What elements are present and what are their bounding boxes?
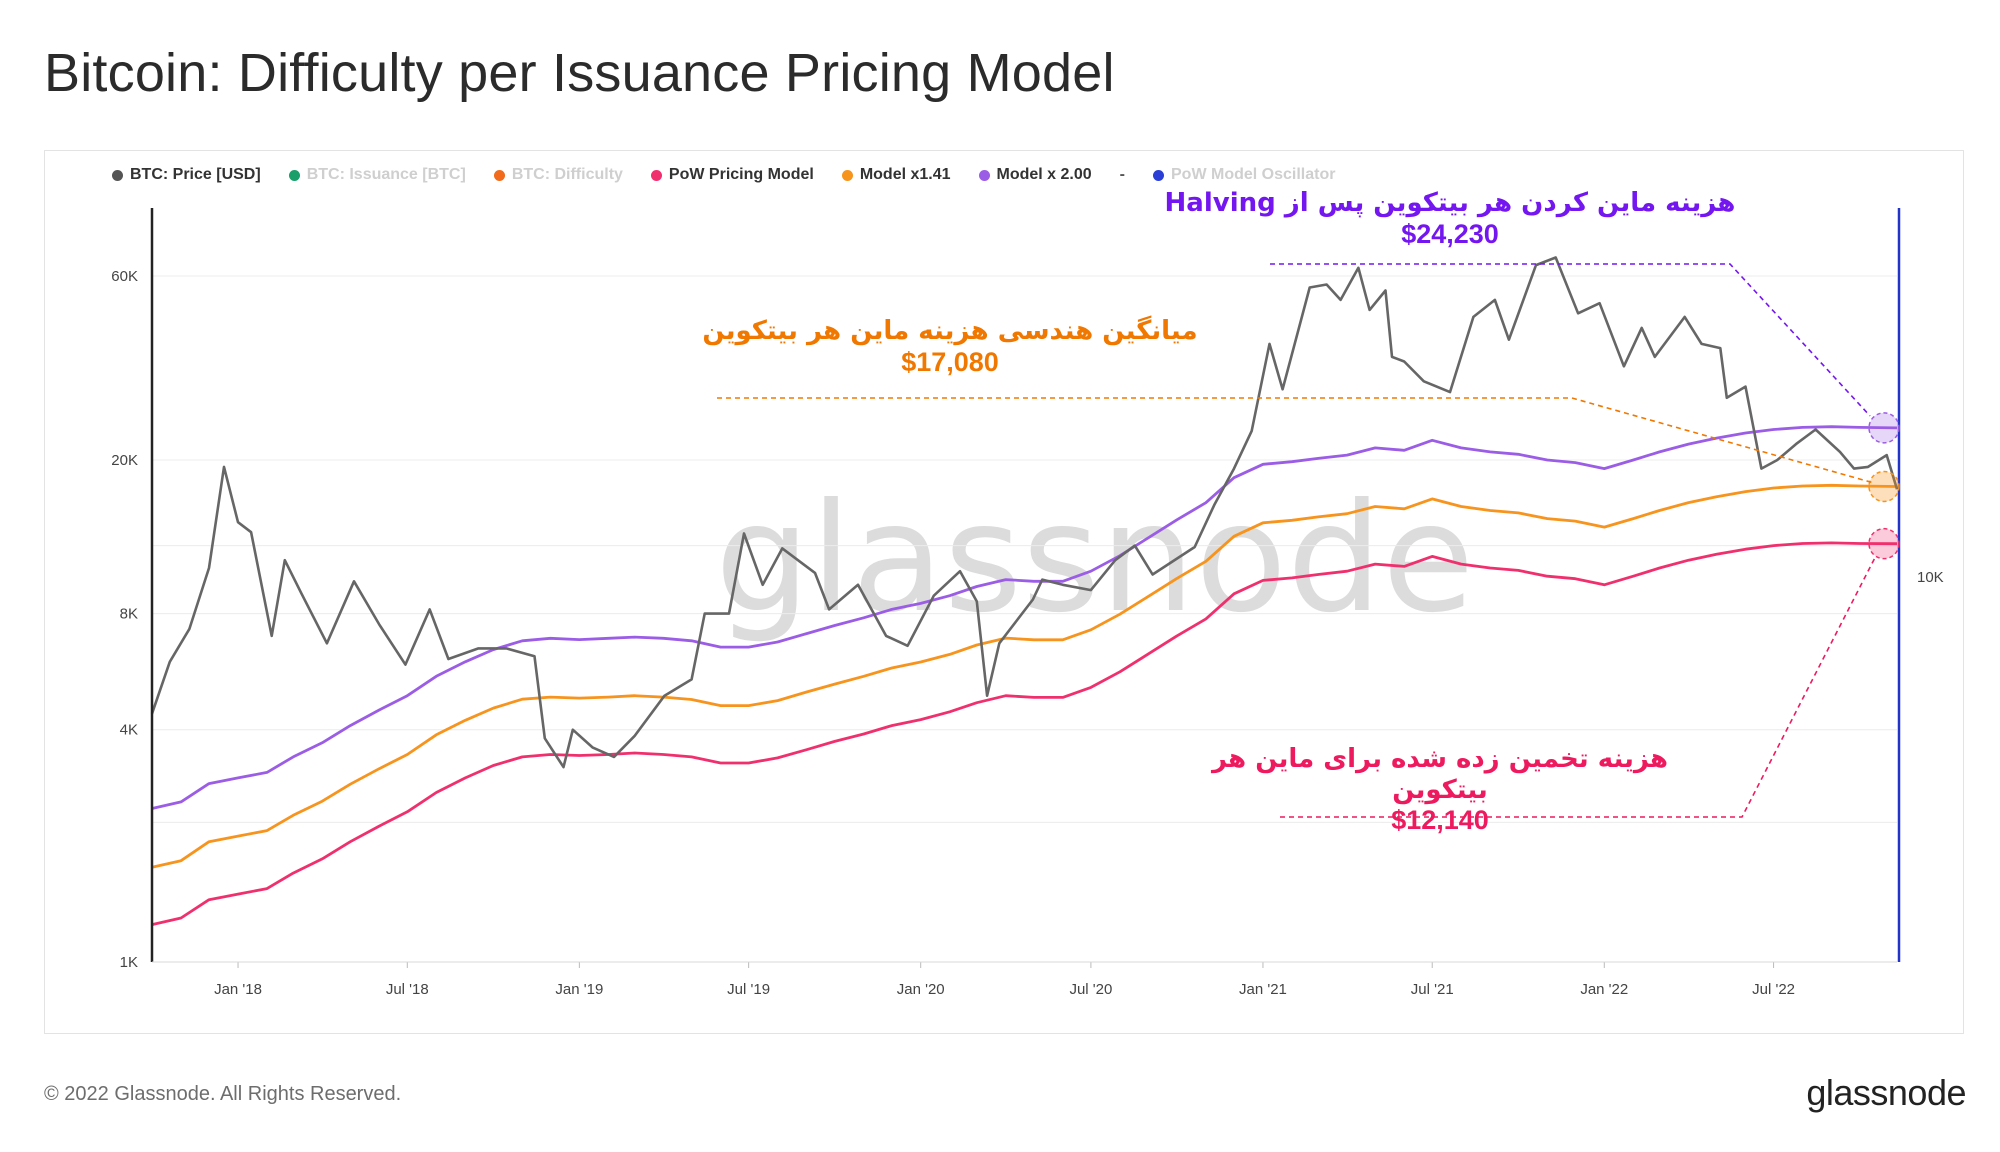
x-tick-label: Jul '19 xyxy=(727,981,770,998)
legend-dot-icon xyxy=(288,169,300,181)
x-tick-label: Jul '22 xyxy=(1752,981,1795,998)
series-line-pow-pricing-model xyxy=(151,541,1898,926)
footer-copyright: © 2022 Glassnode. All Rights Reserved. xyxy=(44,1083,402,1105)
legend-item-difficulty[interactable]: BTC: Difficulty xyxy=(493,166,623,184)
legend-item-issuance[interactable]: BTC: Issuance [BTC] xyxy=(288,166,466,184)
axes: 1K 4K 8K 20K 60K Jan '18 Jul '18 Jan '19 Jul '19… xyxy=(111,208,1944,998)
annotation-geomean-cost: میانگین هندسی هزینه ماین هر بیتکوین $17,… xyxy=(640,316,1260,379)
legend-item-model-141[interactable]: Model x1.41 xyxy=(841,166,951,184)
y-tick-label: 20K xyxy=(111,452,138,469)
chart-legend: BTC: Price [USD] BTC: Issuance [BTC] BTC… xyxy=(112,166,1363,184)
legend-label: Model x1.41 xyxy=(859,166,951,183)
legend-dot-icon xyxy=(650,169,662,181)
x-tick-label: Jul '18 xyxy=(386,981,429,998)
series-line-model-x-2-00 xyxy=(151,425,1898,810)
x-tick-label: Jan '20 xyxy=(897,981,945,998)
x-tick-label: Jul '21 xyxy=(1411,981,1454,998)
annotation-estimated-text: هزینه تخمین زده شده برای ماین هر بیتکوین xyxy=(1211,744,1669,805)
legend-label: BTC: Difficulty xyxy=(511,166,623,183)
legend-dot-icon xyxy=(493,169,505,181)
legend-item-model-200[interactable]: Model x 2.00 xyxy=(978,166,1092,184)
legend-label: PoW Pricing Model xyxy=(668,166,814,183)
legend-dot-icon xyxy=(978,169,990,181)
legend-item-pow-model[interactable]: PoW Pricing Model xyxy=(650,166,814,184)
guide-line-geomean xyxy=(717,397,1873,484)
legend-dot-icon xyxy=(1153,169,1164,181)
end-marker-geomean xyxy=(1868,470,1900,503)
annotation-lines xyxy=(717,263,1900,818)
annotation-halving-text: هزینه ماین کردن هر بیتکوین پس از Halving xyxy=(1164,188,1736,218)
annotation-halving-value: $24,230 xyxy=(1401,218,1499,249)
y-tick-label: 1K xyxy=(120,954,138,971)
page-title: Bitcoin: Difficulty per Issuance Pricing… xyxy=(44,43,1115,103)
guide-line-estimated xyxy=(1280,555,1877,818)
x-tick-label: Jan '22 xyxy=(1580,981,1628,998)
legend-label: PoW Model Oscillator xyxy=(1171,166,1336,183)
guide-line-halving xyxy=(1270,263,1871,417)
legend-item-oscillator[interactable]: PoW Model Oscillator xyxy=(1153,166,1335,184)
series-layer xyxy=(150,256,1899,926)
end-marker-halving xyxy=(1868,412,1900,444)
y-tick-label: 4K xyxy=(120,722,138,739)
series-line-btc-price-usd- xyxy=(150,256,1899,769)
end-marker-estimated xyxy=(1868,527,1900,560)
x-tick-label: Jan '18 xyxy=(214,981,262,998)
legend-dot-icon xyxy=(841,169,853,181)
legend-label: BTC: Price [USD] xyxy=(130,166,261,183)
legend-item-price[interactable]: BTC: Price [USD] xyxy=(112,166,261,184)
legend-label: Model x 2.00 xyxy=(996,166,1092,183)
glassnode-logo[interactable]: glassnode xyxy=(1806,1072,1966,1113)
annotation-geomean-text: میانگین هندسی هزینه ماین هر بیتکوین xyxy=(702,316,1198,346)
x-tick-label: Jan '19 xyxy=(555,981,603,998)
x-tick-label: Jul '20 xyxy=(1069,981,1112,998)
annotation-estimated-value: $12,140 xyxy=(1391,805,1489,836)
annotation-halving-cost: هزینه ماین کردن هر بیتکوین پس از Halving… xyxy=(1150,188,1750,251)
watermark: glassnode xyxy=(715,472,1474,646)
annotation-estimated-cost: هزینه تخمین زده شده برای ماین هر بیتکوین… xyxy=(1160,744,1720,837)
annotation-geomean-value: $17,080 xyxy=(901,346,999,377)
series-line-model-x1-41 xyxy=(151,483,1898,869)
right-axis-label: 10K xyxy=(1917,569,1944,586)
chart-frame xyxy=(44,150,1964,1034)
x-tick-label: Jan '21 xyxy=(1239,981,1287,998)
legend-separator: - xyxy=(1119,166,1125,183)
y-tick-label: 8K xyxy=(120,606,138,623)
legend-dot-icon xyxy=(112,169,123,181)
legend-label: BTC: Issuance [BTC] xyxy=(306,166,466,183)
y-tick-label: 60K xyxy=(111,268,138,285)
